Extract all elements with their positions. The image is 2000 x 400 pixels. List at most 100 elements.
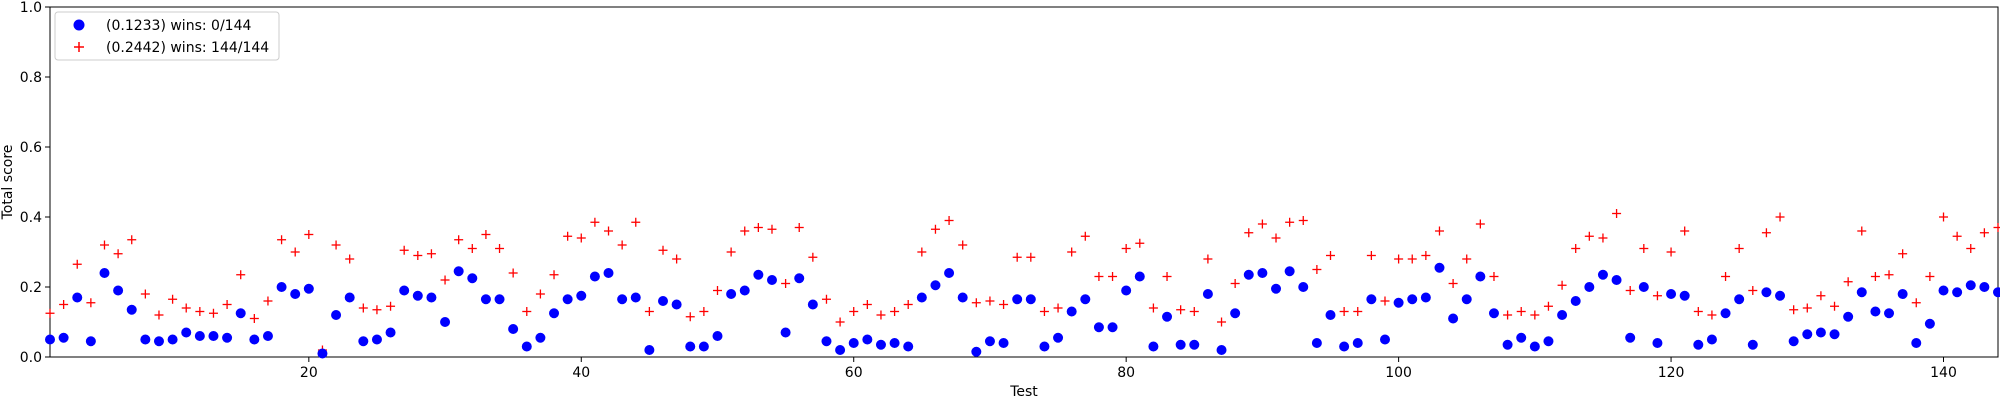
blue-circle-point	[1570, 296, 1581, 306]
blue-circle-point	[1202, 289, 1213, 299]
blue-circle-point	[508, 324, 519, 334]
blue-circle-point	[875, 339, 886, 350]
red-plus-point	[1530, 310, 1540, 320]
red-plus-point	[1652, 291, 1662, 301]
blue-circle-point	[412, 290, 423, 301]
blue-circle-point	[862, 334, 873, 345]
red-plus-point	[413, 251, 423, 260]
red-plus-point	[1952, 231, 1962, 241]
red-plus-point	[617, 240, 627, 250]
blue-circle-point	[480, 294, 491, 305]
y-tick-label: 0.4	[20, 210, 42, 226]
blue-circle-point	[1121, 285, 1132, 296]
red-plus-point	[576, 233, 586, 243]
red-plus-point	[140, 289, 150, 299]
red-plus-point	[1475, 219, 1485, 229]
red-plus-point	[1707, 310, 1717, 320]
blue-circle-point	[1815, 327, 1826, 338]
red-plus-point	[549, 270, 559, 280]
red-plus-point	[1543, 301, 1553, 311]
red-plus-point	[59, 300, 69, 309]
axis-ticks: 20 40 60 80 100 120 140 0.0 0.2 0.4 0.6 0.8 1.0	[20, 0, 1957, 381]
red-plus-point	[1285, 217, 1295, 227]
blue-circle-point	[371, 334, 382, 345]
blue-circle-point	[167, 334, 178, 345]
red-plus-point	[481, 230, 491, 239]
red-plus-point	[1666, 247, 1676, 257]
red-plus-point	[1421, 251, 1431, 260]
red-plus-point	[345, 254, 355, 264]
blue-circle-point	[99, 268, 110, 278]
blue-circle-point	[222, 332, 233, 343]
x-tick-label: 100	[1385, 365, 1412, 381]
x-tick-label: 40	[572, 365, 590, 381]
blue-circle-point	[1638, 282, 1649, 292]
red-plus-point	[1108, 272, 1118, 281]
red-plus-point	[658, 245, 668, 255]
blue-circle-point	[494, 294, 505, 305]
blue-circle-point	[290, 289, 301, 299]
red-plus-point	[1911, 298, 1921, 308]
blue-circle-point	[1448, 313, 1459, 324]
red-plus-point	[767, 224, 777, 234]
red-plus-point	[154, 310, 164, 320]
x-tick-label: 20	[300, 365, 318, 381]
blue-circle-point	[1584, 282, 1595, 292]
red-plus-point	[522, 307, 532, 316]
red-plus-point	[1026, 252, 1036, 262]
blue-circle-point	[194, 331, 205, 341]
red-plus-point	[386, 301, 396, 311]
blue-circle-point	[276, 282, 287, 292]
red-plus-point	[1298, 216, 1308, 225]
blue-circle-point	[1012, 294, 1023, 305]
legend-label-series-1: (0.1233) wins: 0/144	[106, 18, 251, 34]
red-plus-point	[1407, 254, 1417, 264]
x-tick-label: 80	[1117, 365, 1135, 381]
red-plus-point	[440, 275, 450, 285]
red-plus-point	[917, 247, 927, 257]
blue-circle-point	[249, 334, 260, 345]
x-tick-label: 140	[1930, 365, 1957, 381]
blue-circle-point	[1993, 287, 2000, 298]
red-plus-point	[685, 312, 695, 322]
red-plus-point	[944, 216, 954, 225]
blue-circle-point	[1706, 334, 1717, 345]
red-plus-point	[1612, 209, 1622, 218]
blue-circle-point	[1693, 339, 1704, 350]
red-plus-point	[1503, 310, 1513, 320]
blue-circle-point	[1911, 338, 1922, 348]
blue-circle-point	[1216, 345, 1227, 355]
blue-circle-point	[1625, 332, 1636, 343]
red-plus-point	[1802, 303, 1812, 313]
red-plus-point	[195, 307, 205, 316]
red-plus-point	[358, 303, 368, 313]
red-plus-point	[535, 289, 545, 299]
blue-circle-point	[1802, 329, 1813, 340]
red-plus-point	[208, 308, 218, 318]
red-plus-point	[372, 305, 382, 315]
blue-circle-point	[58, 332, 69, 343]
red-plus-point	[1761, 228, 1771, 238]
y-tick-label: 1.0	[20, 0, 42, 16]
blue-circle-point	[344, 292, 355, 303]
blue-circle-point	[1080, 294, 1091, 305]
blue-circle-point	[1066, 306, 1077, 317]
red-plus-point	[903, 300, 913, 309]
blue-circle-point	[1775, 290, 1786, 301]
legend-label-series-2: (0.2442) wins: 144/144	[106, 40, 269, 56]
red-plus-point	[1244, 228, 1254, 238]
blue-circle-point	[72, 292, 83, 303]
red-plus-point	[1257, 219, 1267, 229]
red-plus-point	[890, 307, 900, 316]
red-plus-point	[99, 240, 109, 250]
blue-circle-point	[1325, 310, 1336, 320]
blue-circle-point	[1979, 282, 1990, 292]
blue-circle-point	[1829, 329, 1840, 340]
y-axis-label: Total score	[0, 145, 16, 221]
red-plus-point	[1339, 307, 1349, 316]
blue-circle-point	[1856, 287, 1867, 298]
blue-circle-point	[916, 292, 927, 303]
red-plus-point	[1067, 247, 1077, 257]
blue-circle-point	[1965, 280, 1976, 291]
